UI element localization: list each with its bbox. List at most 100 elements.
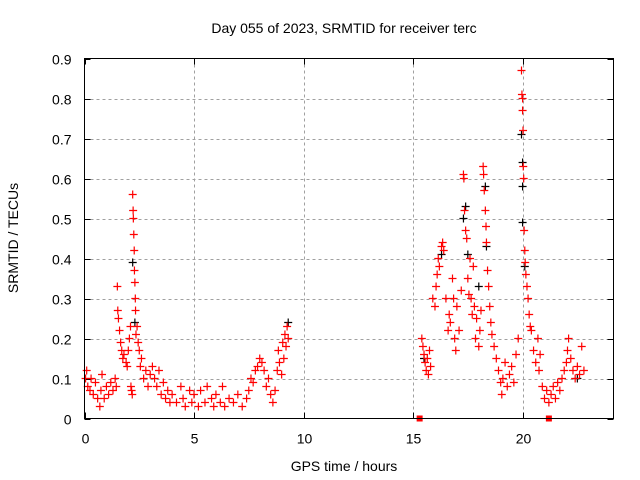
data-points [81,66,588,422]
data-point [521,270,530,279]
data-point [455,326,464,335]
data-point [126,382,135,391]
data-point [273,366,282,375]
data-point [128,258,137,267]
data-point [563,346,572,355]
data-point [432,282,441,291]
data-point [425,346,434,355]
data-point [517,66,526,75]
data-point [229,398,238,407]
data-point [461,202,470,211]
data-point [480,186,489,195]
data-point [531,358,540,367]
data-point [439,246,448,255]
data-point [518,94,527,103]
data-point [129,214,138,223]
data-point [519,174,528,183]
data-point [159,378,168,387]
data-point [424,370,433,379]
data-point [573,362,582,371]
data-point [571,374,580,383]
data-point [542,386,551,395]
data-point [135,346,144,355]
data-point [130,278,139,287]
data-point [519,126,528,135]
data-point [496,378,505,387]
data-point [150,374,159,383]
data-point [564,334,573,343]
data-point [463,274,472,283]
data-point [468,310,477,319]
data-point [485,302,494,311]
data-point [434,254,443,263]
data-point [123,362,132,371]
data-point [119,350,128,359]
data-point [187,398,196,407]
data-point [450,334,459,343]
data-point [555,386,564,395]
data-point [467,294,476,303]
data-point [518,218,527,227]
data-point [131,294,140,303]
data-point [438,238,447,247]
data-point [260,366,269,375]
data-point [520,246,529,255]
data-point [134,338,143,347]
data-point [251,366,260,375]
data-point [566,354,575,363]
data-point [128,190,137,199]
data-point [125,334,134,343]
data-point [200,398,209,407]
data-point [462,234,471,243]
data-point [203,382,212,391]
data-point [479,170,488,179]
data-point [148,362,157,371]
data-point [128,390,137,399]
chart-title: Day 055 of 2023, SRMTID for receiver ter… [211,20,476,36]
data-point [172,398,181,407]
data-point [116,338,125,347]
data-point [526,322,535,331]
data-point [129,230,138,239]
data-point [449,294,458,303]
data-point [131,306,140,315]
data-point [141,366,150,375]
data-point [190,390,199,399]
data-point [562,358,571,367]
data-point [176,382,185,391]
data-point [471,334,480,343]
data-point [100,394,109,403]
data-point [196,386,205,395]
data-point [481,182,490,191]
data-point [514,334,523,343]
data-point [459,174,468,183]
data-point [139,374,148,383]
data-point [476,306,485,315]
y-tick-label: 0.6 [52,172,72,188]
data-point [518,182,527,191]
x-axis-label: GPS time / hours [291,458,398,474]
data-point [157,390,166,399]
data-point [253,362,262,371]
data-point [517,90,526,99]
data-point [185,386,194,395]
x-tick-label: 5 [191,431,199,447]
data-point [113,306,122,315]
data-point [529,346,538,355]
y-tick-label: 0.3 [52,292,72,308]
data-point [538,382,547,391]
data-point [284,334,293,343]
data-point [124,346,133,355]
data-point [461,226,470,235]
data-point [282,342,291,351]
x-tick-label: 15 [406,431,422,447]
data-point [497,390,506,399]
data-point [115,326,124,335]
data-point [417,334,426,343]
data-point [474,342,483,351]
y-tick-label: 0.8 [52,92,72,108]
data-point [137,354,146,363]
data-point [179,394,188,403]
data-point [540,394,549,403]
data-point [114,314,123,323]
